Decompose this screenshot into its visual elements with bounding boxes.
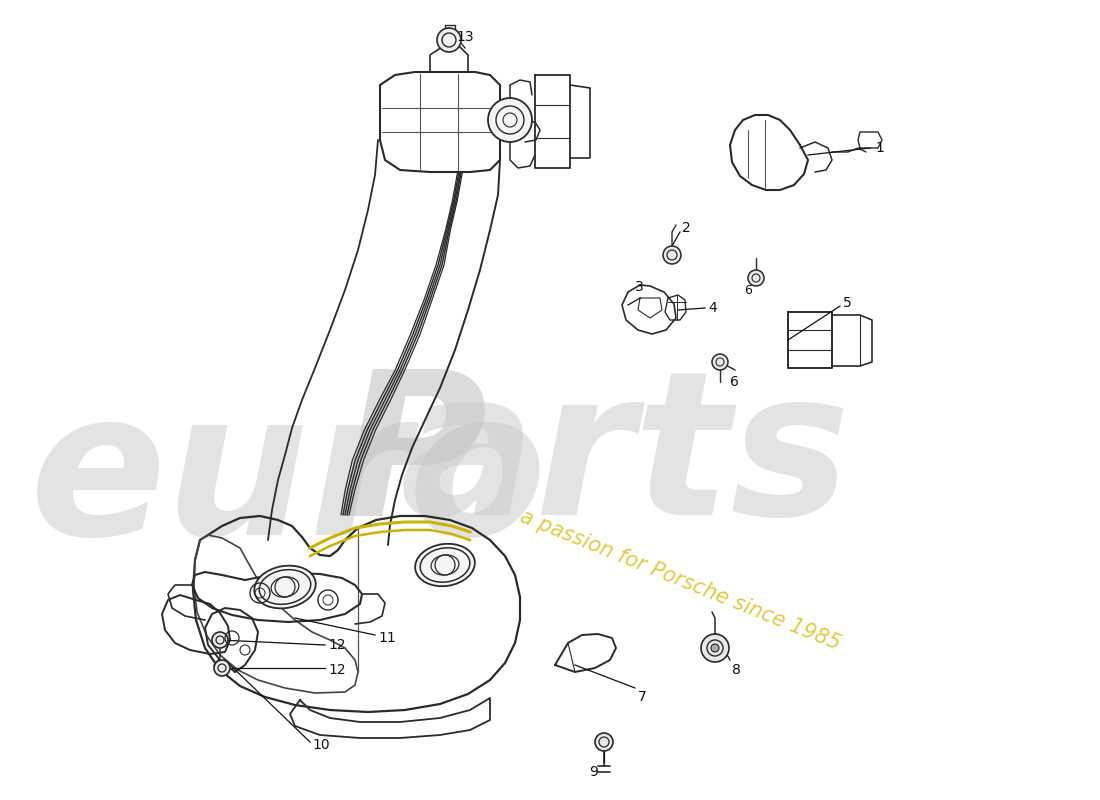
Circle shape: [712, 354, 728, 370]
Text: 1: 1: [874, 141, 884, 155]
Ellipse shape: [415, 544, 475, 586]
Circle shape: [663, 246, 681, 264]
Circle shape: [437, 28, 461, 52]
Text: 13: 13: [456, 30, 474, 44]
Text: P: P: [340, 362, 487, 558]
Circle shape: [488, 98, 532, 142]
Text: 5: 5: [843, 296, 851, 310]
Circle shape: [701, 634, 729, 662]
Text: 11: 11: [378, 631, 396, 645]
Text: a passion for Porsche since 1985: a passion for Porsche since 1985: [517, 506, 844, 654]
Text: 7: 7: [638, 690, 647, 704]
Text: 12: 12: [328, 663, 345, 677]
Text: 3: 3: [635, 280, 643, 294]
Text: 12: 12: [328, 638, 345, 652]
Text: euro: euro: [30, 382, 548, 578]
Text: 8: 8: [732, 663, 741, 677]
Ellipse shape: [254, 566, 316, 608]
Circle shape: [214, 660, 230, 676]
Circle shape: [711, 644, 719, 652]
Text: 2: 2: [682, 221, 691, 235]
Text: 6: 6: [744, 284, 752, 297]
Circle shape: [212, 632, 228, 648]
Text: 10: 10: [312, 738, 330, 752]
Text: arts: arts: [400, 362, 851, 558]
Text: 4: 4: [708, 301, 717, 315]
Circle shape: [595, 733, 613, 751]
Text: 9: 9: [590, 765, 598, 779]
Circle shape: [748, 270, 764, 286]
Text: 6: 6: [730, 375, 739, 389]
